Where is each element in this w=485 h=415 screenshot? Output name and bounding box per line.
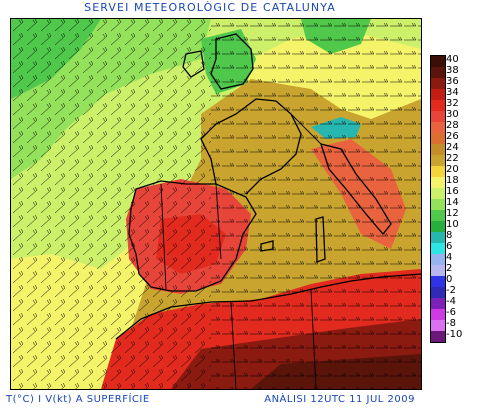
wind-barbs-east <box>211 19 421 389</box>
legend-label: 6 <box>446 241 453 252</box>
africa-coastline <box>115 273 421 340</box>
britain-coastline <box>210 33 254 90</box>
legend-label: 12 <box>446 208 459 219</box>
legend-swatch <box>431 100 445 111</box>
legend-label: 40 <box>446 54 459 65</box>
ireland-coastline <box>182 50 205 78</box>
legend-swatch <box>431 188 445 199</box>
legend-label: 28 <box>446 120 459 131</box>
page-title: SERVEI METEOROLÒGIC DE CATALUNYA <box>84 1 336 14</box>
legend-label: 34 <box>446 87 459 98</box>
temperature-wind-map <box>11 19 421 389</box>
legend-label: 8 <box>446 230 453 241</box>
legend-swatch <box>431 254 445 265</box>
legend-label: 4 <box>446 252 453 263</box>
legend-swatch <box>431 133 445 144</box>
legend-label: -2 <box>446 285 456 296</box>
borders <box>160 113 322 389</box>
legend-label: 30 <box>446 109 459 120</box>
legend-label: 36 <box>446 76 459 87</box>
legend-swatch <box>431 221 445 232</box>
wind-barbs-west <box>11 19 211 389</box>
legend-label: 32 <box>446 98 459 109</box>
legend-label: -6 <box>446 307 456 318</box>
legend-swatch <box>431 331 445 342</box>
legend-swatch <box>431 287 445 298</box>
legend-swatch <box>431 166 445 177</box>
legend-label: 16 <box>446 186 459 197</box>
legend-swatch <box>431 199 445 210</box>
legend-swatch <box>431 89 445 100</box>
legend-label: 2 <box>446 263 453 274</box>
france-coastline <box>200 98 302 195</box>
legend-label: -8 <box>446 318 456 329</box>
legend-label: 20 <box>446 164 459 175</box>
balearics <box>260 240 274 252</box>
legend-label: 0 <box>446 274 453 285</box>
legend-swatch <box>431 56 445 67</box>
legend-label: 38 <box>446 65 459 76</box>
legend-swatch <box>431 309 445 320</box>
legend-swatch <box>431 111 445 122</box>
legend-swatch <box>431 210 445 221</box>
legend-swatch <box>431 78 445 89</box>
legend-swatch <box>431 243 445 254</box>
footer-caption-left: T(°C) I V(kt) A SUPERFÍCIE <box>6 394 150 405</box>
legend-swatch <box>431 177 445 188</box>
italy-coastline <box>320 143 392 236</box>
legend-label: -4 <box>446 296 456 307</box>
iberia-coastline <box>128 180 257 292</box>
legend-label: 14 <box>446 197 459 208</box>
legend-swatch <box>431 265 445 276</box>
corsica-sardinia <box>315 216 326 263</box>
footer-caption-right: ANÀLISI 12UTC 11 JUL 2009 <box>264 394 415 405</box>
legend-swatch <box>431 144 445 155</box>
legend-label: 24 <box>446 142 459 153</box>
legend-label: 10 <box>446 219 459 230</box>
legend-swatch <box>431 320 445 331</box>
weather-map <box>10 18 422 390</box>
legend-swatch <box>431 155 445 166</box>
legend-swatch <box>431 298 445 309</box>
legend-label: 26 <box>446 131 459 142</box>
legend-swatch <box>431 67 445 78</box>
legend: 40 38 36 34 32 30 28 26 24 22 20 18 16 14 12 10 8 6 4 2 0 -2-… <box>430 55 485 355</box>
legend-swatch <box>431 232 445 243</box>
legend-swatch <box>431 276 445 287</box>
legend-swatch <box>431 122 445 133</box>
legend-label: -10 <box>446 329 463 340</box>
legend-bar <box>430 55 446 343</box>
legend-label: 22 <box>446 153 459 164</box>
legend-label: 18 <box>446 175 459 186</box>
